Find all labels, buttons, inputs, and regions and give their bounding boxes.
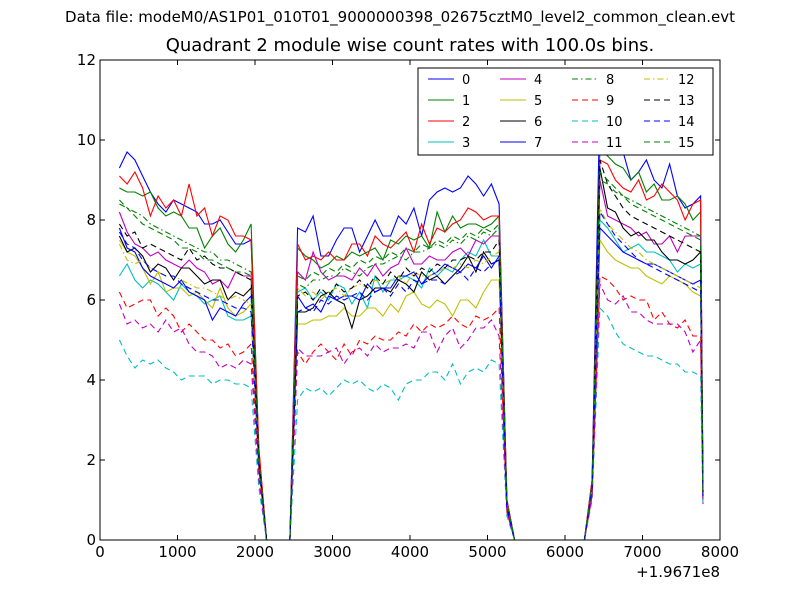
figure-suptitle: Data file: modeM0/AS1P01_010T01_90000003…	[65, 8, 735, 26]
series-line-14	[118, 210, 704, 541]
x-tick-label: 1000	[158, 543, 196, 561]
legend-label-14: 14	[678, 115, 695, 130]
series-line-6	[118, 167, 704, 541]
x-tick-label: 5000	[468, 543, 506, 561]
series-line-1	[119, 146, 704, 541]
series-line-13	[118, 159, 704, 541]
legend-label-7: 7	[534, 136, 542, 151]
legend-label-12: 12	[678, 73, 695, 88]
x-tick-label: 7000	[623, 543, 661, 561]
legend-label-15: 15	[678, 136, 695, 151]
series-line-7	[118, 226, 704, 541]
series-line-10	[118, 306, 704, 541]
legend-label-3: 3	[462, 136, 470, 151]
x-tick-label: 6000	[546, 543, 584, 561]
series-line-4	[118, 179, 704, 541]
x-offset-label: +1.9671e8	[636, 563, 720, 581]
series-line-3	[118, 218, 704, 541]
x-tick-label: 4000	[391, 543, 429, 561]
legend-label-1: 1	[462, 94, 470, 109]
series-line-0	[118, 99, 704, 541]
legend-label-0: 0	[462, 73, 470, 88]
legend-label-11: 11	[606, 136, 623, 151]
series-line-12	[118, 207, 704, 541]
legend-label-2: 2	[462, 115, 470, 130]
legend-label-5: 5	[534, 94, 542, 109]
series-line-11	[118, 283, 704, 541]
legend-box	[417, 67, 714, 156]
legend-label-10: 10	[606, 115, 623, 130]
legend-label-4: 4	[534, 73, 542, 88]
legend-label-9: 9	[606, 94, 614, 109]
legend-label-13: 13	[678, 94, 695, 109]
y-tick-label: 12	[77, 51, 96, 69]
series-line-2	[119, 159, 704, 541]
legend-label-8: 8	[606, 73, 614, 88]
series-line-9	[118, 275, 704, 541]
chart-title: Quadrant 2 module wise count rates with …	[165, 35, 655, 56]
y-tick-label: 2	[86, 451, 96, 469]
x-tick-label: 3000	[313, 543, 351, 561]
y-tick-label: 4	[86, 371, 96, 389]
x-tick-label: 8000	[701, 543, 739, 561]
x-tick-label: 2000	[236, 543, 274, 561]
x-tick-label: 0	[95, 543, 105, 561]
y-tick-label: 0	[86, 531, 96, 549]
series-line-15	[119, 170, 704, 541]
legend-label-6: 6	[534, 115, 542, 130]
series-layer	[118, 99, 704, 541]
y-tick-label: 10	[77, 131, 96, 149]
y-tick-label: 6	[86, 291, 96, 309]
y-tick-label: 8	[86, 211, 96, 229]
ticks-layer: 0 1000 2000 3000 4000 5000 6000 7000 80000246810…	[77, 51, 739, 561]
series-line-8	[119, 179, 704, 541]
